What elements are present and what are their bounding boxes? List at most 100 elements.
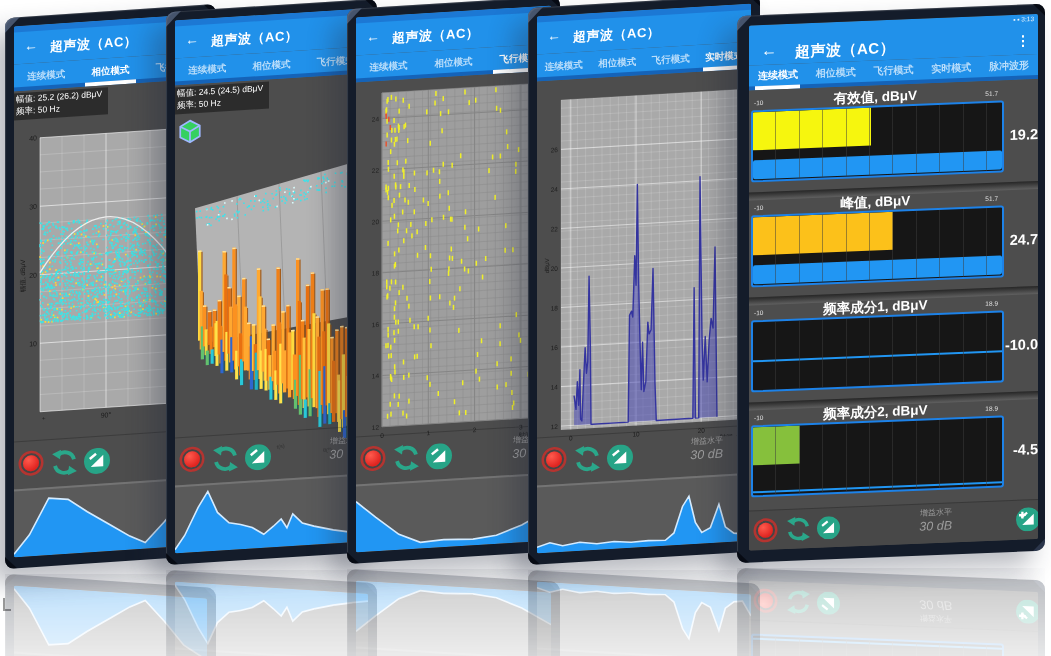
refresh-button[interactable] — [574, 445, 601, 478]
gauge-value: 19.2 — [1004, 126, 1038, 143]
display-mode-button[interactable] — [245, 443, 271, 475]
svg-text:12: 12 — [551, 423, 559, 430]
edit-gain-button[interactable] — [1016, 507, 1038, 536]
content: 有效值, dBμV-1051.719.2峰值, dBμV-1051.724.7频… — [749, 79, 1038, 551]
tab-连续模式[interactable]: 连续模式 — [537, 51, 591, 81]
page-title: 超声波（AC） — [392, 24, 479, 47]
record-button[interactable] — [758, 523, 773, 539]
svg-text:20: 20 — [372, 218, 380, 225]
gauge-grid — [753, 417, 1002, 495]
page-title: 超声波（AC） — [50, 32, 137, 56]
tab-脉冲波形[interactable]: 脉冲波形 — [980, 54, 1038, 81]
svg-text:20: 20 — [29, 271, 37, 279]
svg-text:16: 16 — [551, 344, 559, 351]
cube-3d-icon[interactable] — [177, 118, 203, 146]
corner-artifact — [3, 598, 11, 611]
record-button[interactable] — [184, 451, 200, 468]
waveform-chart — [537, 473, 751, 554]
svg-text:dBμV: dBμV — [544, 258, 550, 273]
gauge-1: 有效值, dBμV-1051.719.2 — [749, 84, 1038, 193]
phone-wrapper-continuous: ▪ ▪ 3:13←超声波（AC）⋮连续模式相位模式飞行模式实时模式脉冲波形有效值… — [737, 16, 1045, 563]
svg-text:14: 14 — [551, 383, 559, 390]
display-mode-button[interactable] — [607, 444, 633, 476]
record-button[interactable] — [546, 451, 562, 468]
display-mode-button[interactable] — [426, 443, 452, 475]
svg-text:26: 26 — [551, 146, 559, 153]
svg-text:24: 24 — [551, 186, 559, 193]
gain-level: 增益水平30 dB — [919, 506, 952, 533]
screen: ▪ ▪ 3:13←超声波（AC）⋮连续模式相位模式飞行模式实时模式脉冲波形有效值… — [749, 14, 1038, 551]
back-button[interactable]: ← — [24, 37, 38, 54]
gauge-bar-container — [751, 100, 1004, 182]
tab-飞行模式[interactable]: 飞行模式 — [644, 45, 698, 75]
refresh-button[interactable] — [393, 444, 420, 477]
gauge-max-label: 18.9 — [985, 300, 998, 308]
screen: ←超声波（AC）连续模式相位模式飞行模式实时模式2624222018161412… — [537, 4, 751, 554]
measurement-info: 幅值: 24.5 (24.5) dBμV频率: 50 Hz — [175, 82, 269, 115]
back-button[interactable]: ← — [185, 31, 199, 48]
refresh-button[interactable] — [51, 448, 78, 481]
realtime-line-chart: 262422201816141201020时间, msdBμV — [543, 83, 751, 447]
back-button[interactable]: ← — [761, 41, 777, 60]
gauge-value: -10.0 — [1004, 336, 1038, 353]
phone-realtime: ←超声波（AC）连续模式相位模式飞行模式实时模式2624222018161412… — [528, 0, 760, 565]
phone-wrapper-realtime: ←超声波（AC）连续模式相位模式飞行模式实时模式2624222018161412… — [528, 8, 760, 565]
tab-连续模式[interactable]: 连续模式 — [175, 54, 239, 85]
display-mode-button[interactable] — [84, 447, 110, 479]
back-button[interactable]: ← — [366, 28, 380, 45]
svg-text:14: 14 — [372, 372, 380, 379]
record-button[interactable] — [23, 455, 39, 472]
content: 262422201816141201020时间, msdBμV增益水平30 dB — [537, 69, 751, 554]
tab-相位模式[interactable]: 相位模式 — [239, 50, 303, 81]
menu-icon[interactable]: ⋮ — [1016, 32, 1030, 49]
gauge-value: 24.7 — [1004, 231, 1038, 248]
gauge-2: 峰值, dBμV-1051.724.7 — [749, 189, 1038, 298]
gauge-3: 频率成分1, dBμV-1018.9-10.0 — [749, 294, 1038, 403]
refresh-button[interactable] — [786, 516, 811, 546]
svg-text:30: 30 — [29, 203, 37, 211]
gauge-min-label: -10 — [754, 99, 763, 106]
measurement-info: 幅值: 25.2 (26.2) dBμV频率: 50 Hz — [14, 87, 108, 120]
gauge-max-label: 51.7 — [985, 195, 998, 203]
screen: ←超声波（AC）连续模式相位模式飞行模式242220181614120123时间… — [356, 6, 551, 553]
tab-连续模式[interactable]: 连续模式 — [749, 63, 807, 90]
gauge-bar-container — [751, 310, 1004, 392]
stage: ←超声波（AC）连续模式相位模式飞行模式幅值: 25.2 (26.2) dBμV… — [0, 0, 1051, 656]
waveform-chart — [175, 473, 368, 553]
content: 242220181614120123时间, ms增益水平30 dB — [356, 71, 551, 553]
gauge-bar-container — [751, 205, 1004, 287]
svg-text:16: 16 — [372, 321, 380, 328]
svg-text:22: 22 — [372, 167, 380, 174]
gauge-min-label: -10 — [754, 309, 763, 316]
tab-飞行模式[interactable]: 飞行模式 — [865, 59, 923, 86]
tab-连续模式[interactable]: 连续模式 — [356, 51, 421, 82]
phone-phase-3d: ←超声波（AC）连续模式相位模式飞行模式幅值: 24.5 (24.5) dBμV… — [166, 0, 377, 565]
tof-scatter-chart: 242220181614120123时间, ms — [362, 74, 551, 458]
phone-continuous: ▪ ▪ 3:13←超声波（AC）⋮连续模式相位模式飞行模式实时模式脉冲波形有效值… — [737, 4, 1045, 563]
tab-连续模式[interactable]: 连续模式 — [14, 60, 78, 91]
gauge-min-label: -10 — [754, 204, 763, 211]
record-button[interactable] — [365, 450, 381, 467]
phase-3d-chart: t(s)θ(°) — [185, 143, 368, 471]
svg-text:22: 22 — [551, 225, 559, 232]
tab-相位模式[interactable]: 相位模式 — [807, 61, 865, 88]
refresh-button[interactable] — [212, 444, 239, 477]
content: 幅值: 24.5 (24.5) dBμV频率: 50 Hzt(s)θ(°)增益水… — [175, 73, 368, 553]
gauge-min-label: -10 — [754, 414, 763, 421]
gauge-max-label: 18.9 — [985, 405, 998, 413]
gain-level: 增益水平30 dB — [690, 434, 723, 462]
back-button[interactable]: ← — [547, 27, 561, 44]
svg-text:10: 10 — [29, 340, 37, 348]
svg-text:90°: 90° — [101, 411, 112, 419]
svg-text:12: 12 — [372, 424, 380, 431]
svg-text:20: 20 — [551, 265, 559, 272]
svg-text:24: 24 — [372, 115, 380, 122]
page-title: 超声波（AC） — [573, 23, 660, 46]
tab-相位模式[interactable]: 相位模式 — [421, 47, 486, 78]
tab-相位模式[interactable]: 相位模式 — [591, 48, 645, 78]
gauge-max-label: 51.7 — [985, 90, 998, 98]
page-title: 超声波（AC） — [795, 39, 895, 62]
display-mode-button[interactable] — [817, 516, 840, 544]
tab-实时模式[interactable]: 实时模式 — [922, 56, 980, 83]
phone-wrapper-phase-3d: ←超声波（AC）连续模式相位模式飞行模式幅值: 24.5 (24.5) dBμV… — [166, 12, 377, 565]
